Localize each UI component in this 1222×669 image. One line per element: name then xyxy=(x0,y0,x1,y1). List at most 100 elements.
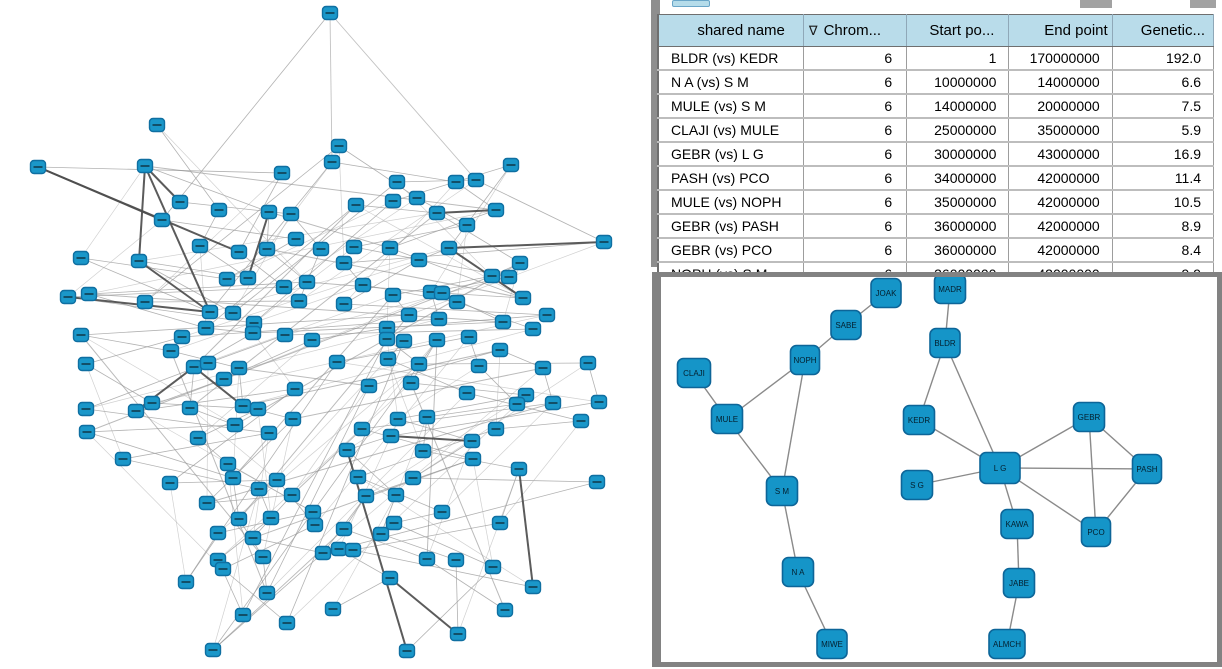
graph-edge[interactable] xyxy=(999,467,1148,470)
graph-node[interactable] xyxy=(900,469,934,501)
table-cell[interactable]: CLAJI (vs) MULE xyxy=(658,118,804,143)
table-cell[interactable]: N A (vs) S M xyxy=(658,70,804,95)
table-cell[interactable]: 6 xyxy=(803,46,908,71)
graph-node[interactable] xyxy=(1080,516,1112,548)
graph-edge xyxy=(389,577,459,635)
graph-node[interactable] xyxy=(1072,401,1106,433)
table-cell[interactable]: 14000000 xyxy=(906,94,1010,119)
table-cell[interactable]: PASH (vs) PCO xyxy=(658,166,804,191)
table-cell[interactable]: 25000000 xyxy=(906,118,1010,143)
graph-edge xyxy=(85,363,153,404)
table-row[interactable]: N A (vs) S M 6 10000000 14000000 6.6 xyxy=(658,70,1215,95)
graph-node-label xyxy=(488,566,498,568)
table-cell[interactable]: 6 xyxy=(803,238,908,263)
graph-edge[interactable] xyxy=(781,359,806,492)
table-cell[interactable]: 34000000 xyxy=(906,166,1010,191)
filter-icon[interactable]: ∇ xyxy=(808,23,818,38)
graph-node-label xyxy=(262,248,272,250)
table-cell[interactable]: GEBR (vs) PASH xyxy=(658,214,804,239)
table-cell[interactable]: 14000000 xyxy=(1008,70,1113,95)
graph-node[interactable] xyxy=(933,277,967,305)
graph-edge xyxy=(343,303,548,316)
graph-node[interactable] xyxy=(781,556,815,588)
graph-node[interactable] xyxy=(979,451,1021,485)
table-cell[interactable]: 42000000 xyxy=(1008,238,1113,263)
graph-node[interactable] xyxy=(1000,508,1034,540)
graph-node-label xyxy=(504,276,514,278)
table-cell[interactable]: 30000000 xyxy=(906,142,1010,167)
table-cell[interactable]: 6 xyxy=(803,70,908,95)
table-cell[interactable]: 1 xyxy=(906,46,1010,71)
column-header[interactable]: End point xyxy=(1008,14,1113,47)
table-cell[interactable]: 43000000 xyxy=(1008,142,1113,167)
graph-node[interactable] xyxy=(902,404,936,436)
table-cell[interactable]: 16.9 xyxy=(1112,142,1215,167)
graph-node-label xyxy=(189,366,199,368)
graph-node[interactable] xyxy=(816,628,848,660)
graph-edge xyxy=(234,262,521,426)
graph-node[interactable] xyxy=(929,327,961,359)
table-cell[interactable]: 6.6 xyxy=(1112,70,1215,95)
graph-edge[interactable] xyxy=(944,342,1001,469)
table-row[interactable]: MULE (vs) S M 6 14000000 20000000 7.5 xyxy=(658,94,1215,119)
graph-edge[interactable] xyxy=(1088,416,1097,533)
column-header[interactable]: ∇ Chrom... xyxy=(803,14,908,47)
graph-node[interactable] xyxy=(1131,453,1163,485)
network-overview-panel[interactable] xyxy=(0,0,652,669)
table-row[interactable]: MULE (vs) NOPH 6 35000000 42000000 10.5 xyxy=(658,190,1215,215)
table-cell[interactable]: 6 xyxy=(803,118,908,143)
table-cell[interactable]: 6 xyxy=(803,214,908,239)
table-cell[interactable]: 42000000 xyxy=(1008,190,1113,215)
table-cell[interactable]: 35000000 xyxy=(906,190,1010,215)
graph-node[interactable] xyxy=(789,344,821,376)
table-cell[interactable]: 192.0 xyxy=(1112,46,1215,71)
table-cell[interactable]: 6 xyxy=(803,190,908,215)
graph-node[interactable] xyxy=(765,475,799,507)
table-cell[interactable]: 10000000 xyxy=(906,70,1010,95)
column-header[interactable]: shared name xyxy=(658,14,804,47)
table-row[interactable]: PASH (vs) PCO 6 34000000 42000000 11.4 xyxy=(658,166,1215,191)
table-cell[interactable]: 6 xyxy=(803,94,908,119)
table-cell[interactable]: 11.4 xyxy=(1112,166,1215,191)
table-cell[interactable]: 8.9 xyxy=(1112,214,1215,239)
table-cell[interactable]: 36000000 xyxy=(906,214,1010,239)
table-cell[interactable]: 8.4 xyxy=(1112,238,1215,263)
table-cell[interactable]: MULE (vs) NOPH xyxy=(658,190,804,215)
table-cell[interactable]: 36000000 xyxy=(906,238,1010,263)
table-cell[interactable]: MULE (vs) S M xyxy=(658,94,804,119)
graph-edge xyxy=(448,241,605,249)
network-detail-canvas[interactable]: JOAK MADR SABE NOPH BLDR CLAJI MULE KEDR GEBR L G… xyxy=(661,277,1217,662)
table-cell[interactable]: 42000000 xyxy=(1008,214,1113,239)
graph-node-label: ALMCH xyxy=(993,640,1021,649)
scrollbar-fragment[interactable] xyxy=(1080,0,1112,8)
table-row[interactable]: GEBR (vs) PASH 6 36000000 42000000 8.9 xyxy=(658,214,1215,239)
table-cell[interactable]: 20000000 xyxy=(1008,94,1113,119)
table-cell[interactable]: 6 xyxy=(803,166,908,191)
table-cell[interactable]: 42000000 xyxy=(1008,166,1113,191)
graph-node[interactable] xyxy=(676,357,712,389)
table-cell[interactable]: 6 xyxy=(803,142,908,167)
graph-node-label xyxy=(288,418,298,420)
column-header[interactable]: Genetic... xyxy=(1112,14,1215,47)
scrollbar-fragment[interactable] xyxy=(1190,0,1216,8)
table-cell[interactable]: 5.9 xyxy=(1112,118,1215,143)
table-cell[interactable]: 170000000 xyxy=(1008,46,1113,71)
table-cell[interactable]: 35000000 xyxy=(1008,118,1113,143)
graph-node[interactable] xyxy=(870,277,902,309)
graph-node[interactable] xyxy=(1002,567,1036,599)
table-cell[interactable]: BLDR (vs) KEDR xyxy=(658,46,804,71)
table-cell[interactable]: GEBR (vs) L G xyxy=(658,142,804,167)
table-row[interactable]: GEBR (vs) L G 6 30000000 43000000 16.9 xyxy=(658,142,1215,167)
table-row[interactable]: BLDR (vs) KEDR 6 1 170000000 192.0 xyxy=(658,46,1215,71)
table-corner-tab[interactable] xyxy=(672,0,710,7)
graph-node[interactable] xyxy=(710,403,744,435)
table-cell[interactable]: GEBR (vs) PCO xyxy=(658,238,804,263)
table-row[interactable]: GEBR (vs) PCO 6 36000000 42000000 8.4 xyxy=(658,238,1215,263)
table-cell[interactable]: 7.5 xyxy=(1112,94,1215,119)
table-row[interactable]: CLAJI (vs) MULE 6 25000000 35000000 5.9 xyxy=(658,118,1215,143)
graph-node[interactable] xyxy=(988,628,1026,660)
table-cell[interactable]: 10.5 xyxy=(1112,190,1215,215)
graph-node-label xyxy=(302,281,312,283)
graph-node[interactable] xyxy=(830,309,862,341)
column-header[interactable]: Start po... xyxy=(906,14,1010,47)
